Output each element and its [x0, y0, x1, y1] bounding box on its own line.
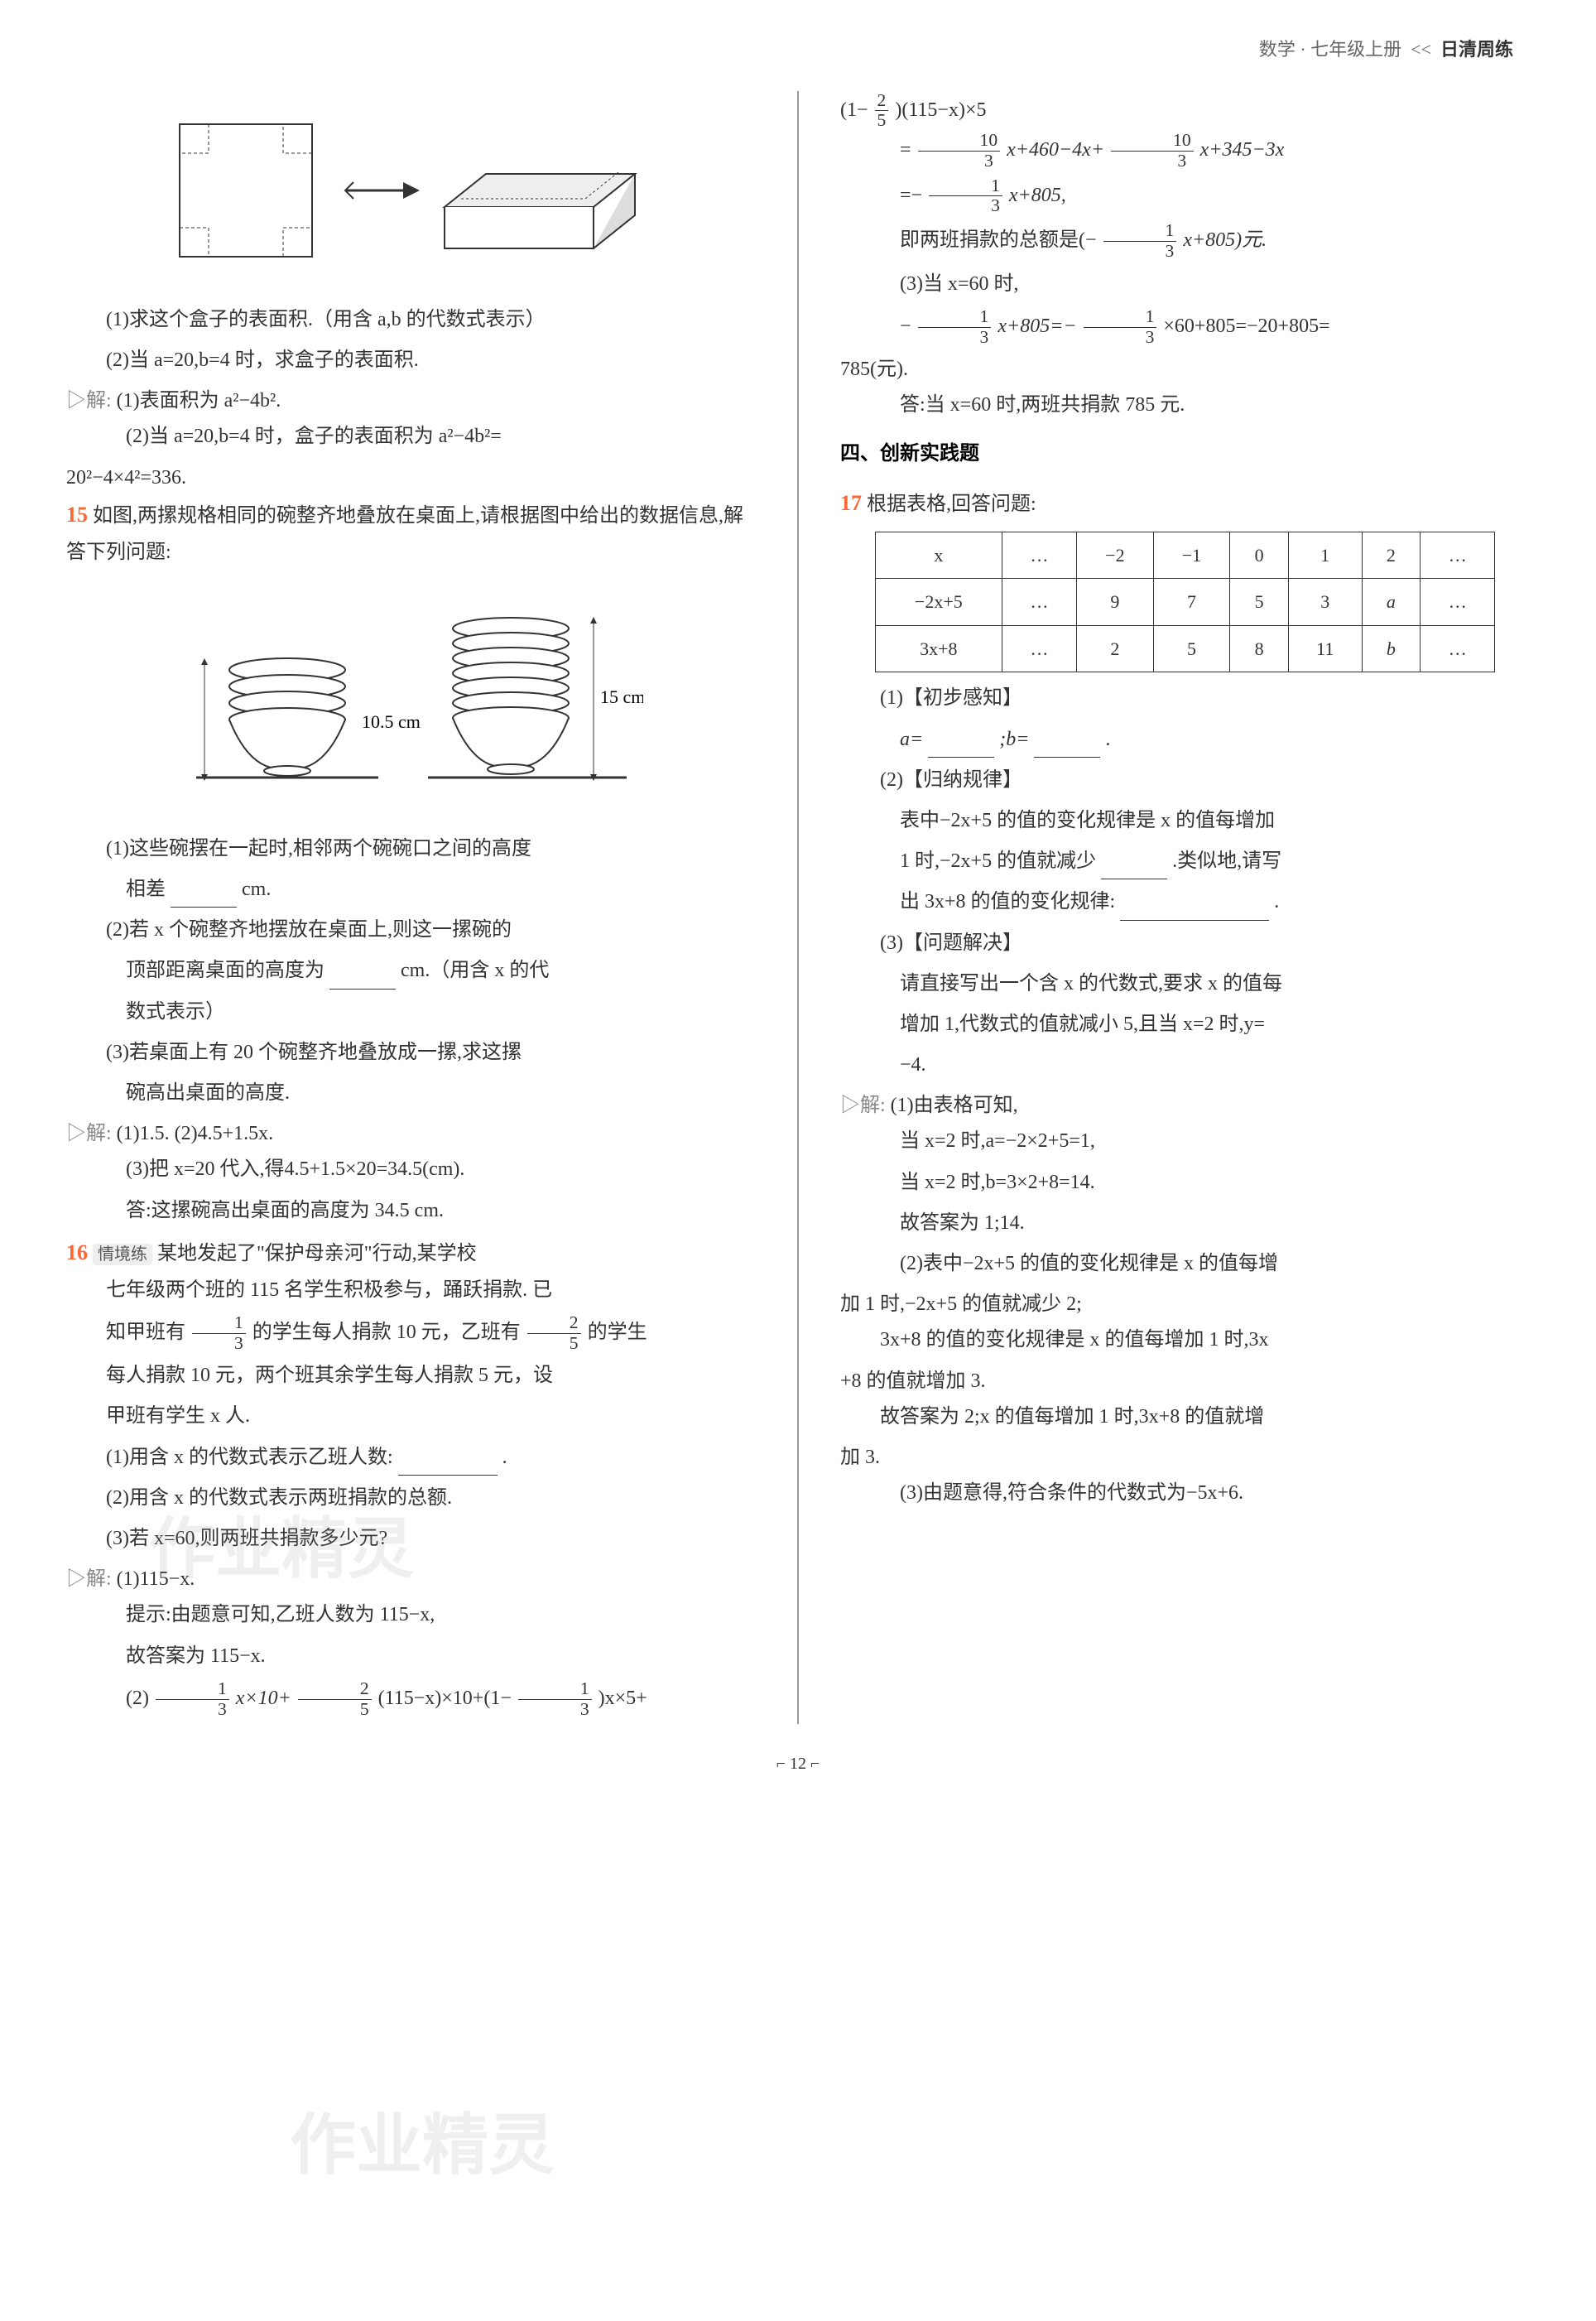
- q16-p3: (3)若 x=60,则两班共捐款多少元?: [66, 1521, 756, 1557]
- q14-solution: ▷解: (1)表面积为 a²−4b².: [66, 383, 756, 419]
- blank-fill: [1120, 897, 1269, 921]
- q16-line4: 每人捐款 10 元，两个班其余学生每人捐款 5 元，设: [66, 1358, 756, 1394]
- q15-p2d: 数式表示）: [66, 994, 756, 1030]
- cont-line7: 785(元).: [840, 352, 1530, 388]
- q16-solution: ▷解: (1)115−x.: [66, 1562, 756, 1597]
- q17-sol2e: 故答案为 2;x 的值每增加 1 时,3x+8 的值就增: [840, 1399, 1530, 1435]
- q17-sol1d: 故答案为 1;14.: [840, 1206, 1530, 1241]
- q17-p3a: 请直接写出一个含 x 的代数式,要求 x 的值每: [840, 966, 1530, 1002]
- blank-fill: [329, 965, 396, 990]
- q17-p3-title: (3)【问题解决】: [840, 926, 1530, 961]
- box-diagram: [66, 108, 756, 286]
- bowl-right-label: 15 cm: [600, 686, 643, 707]
- table-header: x: [875, 532, 1002, 579]
- q14-sol2b: 20²−4×4²=336.: [66, 460, 756, 496]
- q17-solution: ▷解: (1)由表格可知,: [840, 1088, 1530, 1124]
- cont-line3: =− 13 x+805,: [840, 176, 1530, 217]
- blank-fill: [1034, 734, 1100, 758]
- column-divider: [797, 91, 799, 1725]
- q16-p1: (1)用含 x 的代数式表示乙班人数: .: [66, 1440, 756, 1476]
- blank-fill: [928, 734, 994, 758]
- q17-sol2b: 加 1 时,−2x+5 的值就减少 2;: [840, 1287, 1530, 1322]
- q15-sol3: 答:这摞碗高出桌面的高度为 34.5 cm.: [66, 1193, 756, 1229]
- q15-p1a: (1)这些碗摆在一起时,相邻两个碗碗口之间的高度: [66, 831, 756, 867]
- q17-table: x … −2 −1 0 1 2 … −2x+5 … 9 7 5 3 a … 3x…: [875, 532, 1496, 673]
- table-header: 3x+8: [875, 625, 1002, 672]
- right-column: (1− 25 )(115−x)×5 = 103 x+460−4x+ 103 x+…: [840, 91, 1530, 1725]
- q15-p2b: 顶部距离桌面的高度为 cm.（用含 x 的代: [66, 953, 756, 989]
- q14-part1: (1)求这个盒子的表面积.（用含 a,b 的代数式表示）: [66, 302, 756, 338]
- cont-line4: 即两班捐款的总额是(− 13 x+805)元.: [840, 221, 1530, 262]
- series-label: 日清周练: [1440, 39, 1513, 60]
- blank-fill: [1101, 856, 1167, 880]
- q16-hint2: 故答案为 115−x.: [66, 1639, 756, 1674]
- q17-sol2d: +8 的值就增加 3.: [840, 1364, 1530, 1399]
- q16-hint1: 提示:由题意可知,乙班人数为 115−x,: [66, 1597, 756, 1633]
- q16-p2: (2)用含 x 的代数式表示两班捐款的总额.: [66, 1481, 756, 1516]
- q16-line2: 七年级两个班的 115 名学生积极参与，踊跃捐款. 已: [66, 1273, 756, 1308]
- q15-p2a: (2)若 x 个碗整齐地摆放在桌面上,则这一摞碗的: [66, 913, 756, 948]
- page-header: 数学 · 七年级上册 << 日清周练: [66, 33, 1530, 66]
- q17-p3c: −4.: [840, 1047, 1530, 1083]
- cont-line8: 答:当 x=60 时,两班共捐款 785 元.: [840, 388, 1530, 423]
- q17-sol2c: 3x+8 的值的变化规律是 x 的值每增加 1 时,3x: [840, 1322, 1530, 1358]
- cont-line1: (1− 25 )(115−x)×5: [840, 91, 1530, 132]
- q17-p2b: 1 时,−2x+5 的值就减少 .类似地,请写: [840, 844, 1530, 879]
- q17-p3b: 增加 1,代数式的值就减小 5,且当 x=2 时,y=: [840, 1007, 1530, 1043]
- blank-fill: [171, 884, 237, 908]
- q15-p3a: (3)若桌面上有 20 个碗整齐地叠放成一摞,求这摞: [66, 1035, 756, 1071]
- watermark: 作业精灵: [290, 2087, 555, 2206]
- q16-line5: 甲班有学生 x 人.: [66, 1399, 756, 1434]
- q14-sol1: (1)表面积为 a²−4b².: [117, 390, 281, 412]
- content-columns: (1)求这个盒子的表面积.（用含 a,b 的代数式表示） (2)当 a=20,b…: [66, 91, 1530, 1725]
- q15-p3b: 碗高出桌面的高度.: [66, 1076, 756, 1111]
- q17-p2d: 出 3x+8 的值的变化规律: .: [840, 884, 1530, 920]
- solution-marker: ▷解:: [66, 390, 112, 412]
- q17-sol2f: 加 3.: [840, 1440, 1530, 1476]
- q17-number: 17: [840, 491, 862, 515]
- q16-sol2: (2) 13 x×10+ 25 (115−x)×10+(1− 13 )x×5+: [66, 1679, 756, 1720]
- q14-sol2a: (2)当 a=20,b=4 时，盒子的表面积为 a²−4b²=: [66, 419, 756, 455]
- q17-sol1c: 当 x=2 时,b=3×2+8=14.: [840, 1165, 1530, 1201]
- q16-number: 16: [66, 1240, 88, 1264]
- context-badge: 情境练: [93, 1244, 152, 1265]
- q17-p2-title: (2)【归纳规律】: [840, 763, 1530, 798]
- solution-marker: ▷解:: [840, 1095, 886, 1116]
- q15-solution: ▷解: (1)1.5. (2)4.5+1.5x.: [66, 1116, 756, 1152]
- section-4-title: 四、创新实践题: [840, 436, 1530, 472]
- q15-stem: 15 如图,两摞规格相同的碗整齐地叠放在桌面上,请根据图中给出的数据信息,解答下…: [66, 496, 756, 571]
- q15-number: 15: [66, 503, 88, 527]
- cont-line5: (3)当 x=60 时,: [840, 267, 1530, 302]
- blank-fill: [398, 1452, 498, 1476]
- q17-stem: 17 根据表格,回答问题:: [840, 484, 1530, 523]
- q15-sol2: (3)把 x=20 代入,得4.5+1.5×20=34.5(cm).: [66, 1152, 756, 1187]
- table-row: −2x+5 … 9 7 5 3 a …: [875, 579, 1495, 626]
- table-row: 3x+8 … 2 5 8 11 b …: [875, 625, 1495, 672]
- solution-marker: ▷解:: [66, 1568, 112, 1590]
- q15-p1b: 相差 cm.: [66, 872, 756, 908]
- cont-line2: = 103 x+460−4x+ 103 x+345−3x: [840, 131, 1530, 171]
- table-row: x … −2 −1 0 1 2 …: [875, 532, 1495, 579]
- q17-sol2a: (2)表中−2x+5 的值的变化规律是 x 的值每增: [840, 1246, 1530, 1282]
- q17-sol3: (3)由题意得,符合条件的代数式为−5x+6.: [840, 1476, 1530, 1511]
- subject-label: 数学 · 七年级上册: [1259, 39, 1401, 60]
- q17-p2a: 表中−2x+5 的值的变化规律是 x 的值每增加: [840, 803, 1530, 839]
- q14-part2: (2)当 a=20,b=4 时，求盒子的表面积.: [66, 343, 756, 378]
- page-number: ⌐ 12 ⌐: [66, 1749, 1530, 1779]
- q17-p1: a= ;b= .: [840, 722, 1530, 758]
- q16-line1: 16 情境练 某地发起了"保护母亲河"行动,某学校: [66, 1234, 756, 1273]
- q17-p1-title: (1)【初步感知】: [840, 681, 1530, 716]
- q16-line3: 知甲班有 13 的学生每人捐款 10 元，乙班有 25 的学生: [66, 1313, 756, 1354]
- q17-sol1b: 当 x=2 时,a=−2×2+5=1,: [840, 1124, 1530, 1159]
- bowl-left-label: 10.5 cm: [362, 711, 421, 732]
- q15-sol1: (1)1.5. (2)4.5+1.5x.: [117, 1123, 274, 1144]
- table-header: −2x+5: [875, 579, 1002, 626]
- solution-marker: ▷解:: [66, 1123, 112, 1144]
- left-column: (1)求这个盒子的表面积.（用含 a,b 的代数式表示） (2)当 a=20,b…: [66, 91, 756, 1725]
- bowl-diagram: 10.5 cm 15 cm: [66, 587, 756, 815]
- cont-line6: − 13 x+805=− 13 ×60+805=−20+805=: [840, 307, 1530, 348]
